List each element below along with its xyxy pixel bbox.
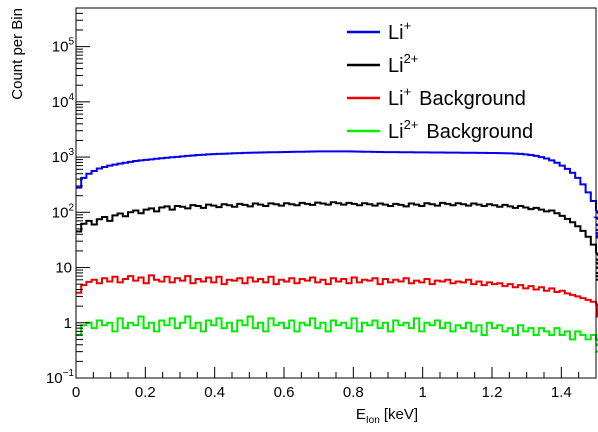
series-line-2	[76, 201, 598, 281]
x-axis-title-subscript: Ion	[366, 415, 380, 426]
y-tick-label: 104	[52, 92, 75, 111]
legend-label: Li+ Background	[388, 84, 526, 110]
series-line-3	[76, 274, 598, 318]
series-layer	[76, 150, 598, 353]
legend-label: Li+	[388, 18, 411, 44]
legend-label: Li2+	[388, 51, 418, 77]
x-tick-label: 1.2	[482, 384, 503, 401]
series-line-1	[76, 150, 598, 239]
y-axis-title: Count per Bin	[9, 8, 26, 100]
y-tick-label: 10	[55, 260, 72, 277]
x-axis-title-main: E	[356, 406, 366, 423]
y-tick-label: 10−1	[46, 368, 75, 387]
legend-label: Li2+ Background	[388, 117, 533, 143]
y-tick-label: 103	[52, 147, 75, 166]
x-tick-label: 0.4	[204, 384, 225, 401]
y-axis-ticks: 10−1 1 10 102 103 104 105	[46, 7, 90, 387]
x-tick-label: 1.4	[551, 384, 572, 401]
x-tick-label: 0	[72, 384, 80, 401]
x-tick-label: 0.6	[274, 384, 295, 401]
y-tick-label: 105	[52, 37, 75, 56]
x-tick-label: 0.8	[343, 384, 364, 401]
x-axis-ticks: 0 0.2 0.4 0.6 0.8 1 1.2 1.4	[72, 367, 597, 401]
y-tick-label: 1	[64, 315, 72, 332]
x-tick-label: 0.2	[135, 384, 156, 401]
x-tick-label: 1	[418, 384, 426, 401]
y-tick-label: 102	[52, 202, 75, 221]
legend: Li+ Li2+ Li+ Background Li2+ Background	[347, 18, 533, 143]
x-axis-title: EIon [keV]	[356, 406, 418, 426]
series-line-4	[76, 315, 598, 353]
x-axis-title-unit: [keV]	[384, 406, 418, 423]
